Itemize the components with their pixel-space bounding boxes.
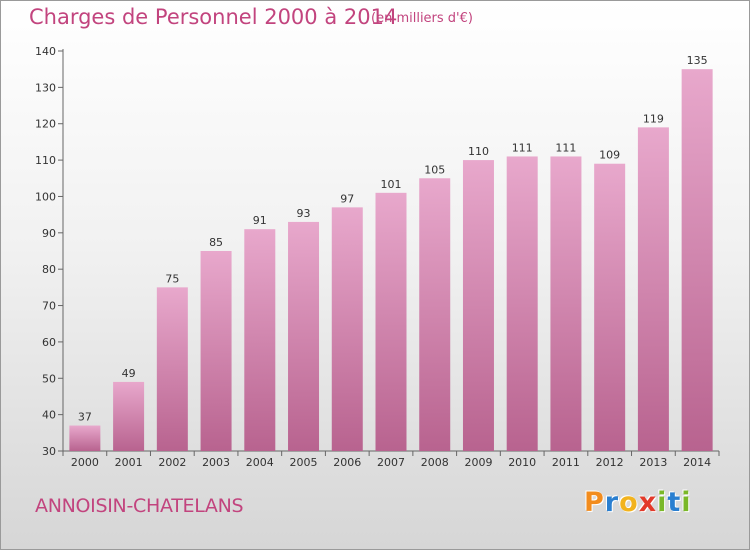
bar bbox=[375, 192, 407, 451]
chart-unit: (en milliers d'€) bbox=[371, 11, 473, 26]
bar-value-label: 49 bbox=[122, 367, 136, 380]
logo-letter: r bbox=[604, 487, 620, 518]
bar-value-label: 135 bbox=[687, 54, 708, 67]
bar-value-label: 37 bbox=[78, 411, 92, 424]
bar-value-label: 109 bbox=[599, 149, 620, 162]
bar-value-label: 111 bbox=[555, 141, 576, 154]
bar bbox=[550, 156, 582, 452]
bar bbox=[637, 127, 669, 451]
x-tick-label: 2013 bbox=[639, 456, 667, 469]
y-tick-label: 90 bbox=[42, 227, 56, 240]
bar bbox=[331, 207, 363, 451]
bar bbox=[288, 221, 320, 451]
bar-value-label: 91 bbox=[253, 214, 267, 227]
commune-name: ANNOISIN-CHATELANS bbox=[35, 495, 244, 517]
bar bbox=[419, 178, 451, 452]
bar-value-label: 101 bbox=[381, 178, 402, 191]
bar bbox=[244, 229, 276, 451]
x-tick-label: 2006 bbox=[333, 456, 361, 469]
x-tick-label: 2005 bbox=[290, 456, 318, 469]
y-tick-label: 80 bbox=[42, 263, 56, 276]
logo-letter: i bbox=[681, 487, 692, 518]
x-tick-label: 2002 bbox=[158, 456, 186, 469]
bar bbox=[113, 381, 145, 451]
x-tick-label: 2010 bbox=[508, 456, 536, 469]
bar-value-label: 75 bbox=[165, 272, 179, 285]
x-tick-label: 2014 bbox=[683, 456, 711, 469]
x-tick-label: 2012 bbox=[596, 456, 624, 469]
x-tick-label: 2008 bbox=[421, 456, 449, 469]
bar bbox=[506, 156, 538, 452]
y-tick-label: 140 bbox=[35, 45, 56, 58]
bar-value-label: 97 bbox=[340, 192, 354, 205]
y-tick-label: 30 bbox=[42, 445, 56, 458]
y-tick-label: 130 bbox=[35, 81, 56, 94]
logo-letter: i bbox=[657, 487, 668, 518]
logo-letter: x bbox=[638, 487, 658, 518]
y-tick-label: 50 bbox=[42, 372, 56, 385]
chart-title: Charges de Personnel 2000 à 2014 bbox=[29, 5, 398, 29]
logo-letter: t bbox=[667, 487, 682, 518]
x-tick-label: 2001 bbox=[115, 456, 143, 469]
x-tick-label: 2007 bbox=[377, 456, 405, 469]
x-tick-label: 2009 bbox=[464, 456, 492, 469]
bar-value-label: 119 bbox=[643, 112, 664, 125]
x-tick-label: 2011 bbox=[552, 456, 580, 469]
y-tick-label: 120 bbox=[35, 118, 56, 131]
y-tick-label: 100 bbox=[35, 190, 56, 203]
bar bbox=[462, 160, 494, 451]
logo-letter: o bbox=[619, 487, 639, 518]
x-tick-label: 2003 bbox=[202, 456, 230, 469]
y-tick-label: 40 bbox=[42, 409, 56, 422]
proxiti-logo: Proxiti bbox=[584, 487, 692, 518]
bar bbox=[200, 251, 232, 451]
logo-letter: P bbox=[584, 487, 605, 518]
bar-value-label: 111 bbox=[512, 141, 533, 154]
y-tick-label: 70 bbox=[42, 300, 56, 313]
bar bbox=[681, 69, 713, 451]
bar-value-label: 105 bbox=[424, 163, 445, 176]
bar-value-label: 85 bbox=[209, 236, 223, 249]
bar bbox=[156, 287, 188, 451]
y-tick-label: 60 bbox=[42, 336, 56, 349]
bar-value-label: 110 bbox=[468, 145, 489, 158]
y-tick-label: 110 bbox=[35, 154, 56, 167]
bar bbox=[69, 425, 101, 451]
x-tick-label: 2000 bbox=[71, 456, 99, 469]
x-tick-label: 2004 bbox=[246, 456, 274, 469]
bar bbox=[594, 163, 626, 451]
bar-value-label: 93 bbox=[297, 207, 311, 220]
